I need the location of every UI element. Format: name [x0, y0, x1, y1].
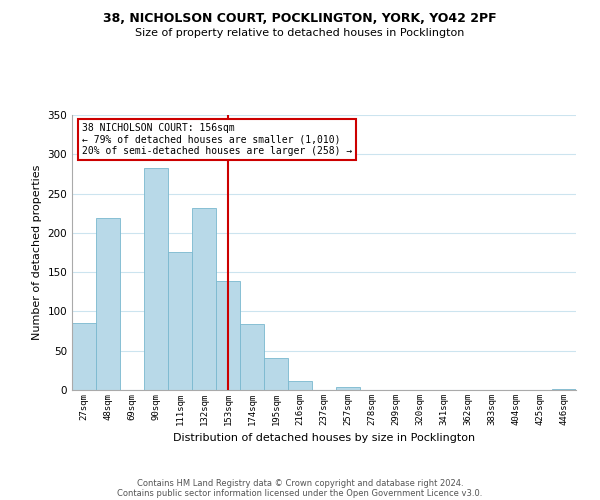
- Bar: [216, 281, 240, 390]
- Bar: [72, 323, 96, 390]
- X-axis label: Distribution of detached houses by size in Pocklington: Distribution of detached houses by size …: [173, 434, 475, 444]
- Bar: [288, 382, 312, 390]
- Text: Contains public sector information licensed under the Open Government Licence v3: Contains public sector information licen…: [118, 488, 482, 498]
- Bar: [264, 358, 288, 390]
- Bar: [240, 324, 264, 390]
- Text: 38, NICHOLSON COURT, POCKLINGTON, YORK, YO42 2PF: 38, NICHOLSON COURT, POCKLINGTON, YORK, …: [103, 12, 497, 26]
- Text: Contains HM Land Registry data © Crown copyright and database right 2024.: Contains HM Land Registry data © Crown c…: [137, 478, 463, 488]
- Text: 38 NICHOLSON COURT: 156sqm
← 79% of detached houses are smaller (1,010)
20% of s: 38 NICHOLSON COURT: 156sqm ← 79% of deta…: [82, 123, 352, 156]
- Bar: [192, 208, 216, 390]
- Bar: [96, 218, 120, 390]
- Y-axis label: Number of detached properties: Number of detached properties: [32, 165, 42, 340]
- Bar: [144, 168, 168, 390]
- Bar: [552, 389, 576, 390]
- Bar: [336, 387, 360, 390]
- Bar: [168, 252, 192, 390]
- Text: Size of property relative to detached houses in Pocklington: Size of property relative to detached ho…: [136, 28, 464, 38]
